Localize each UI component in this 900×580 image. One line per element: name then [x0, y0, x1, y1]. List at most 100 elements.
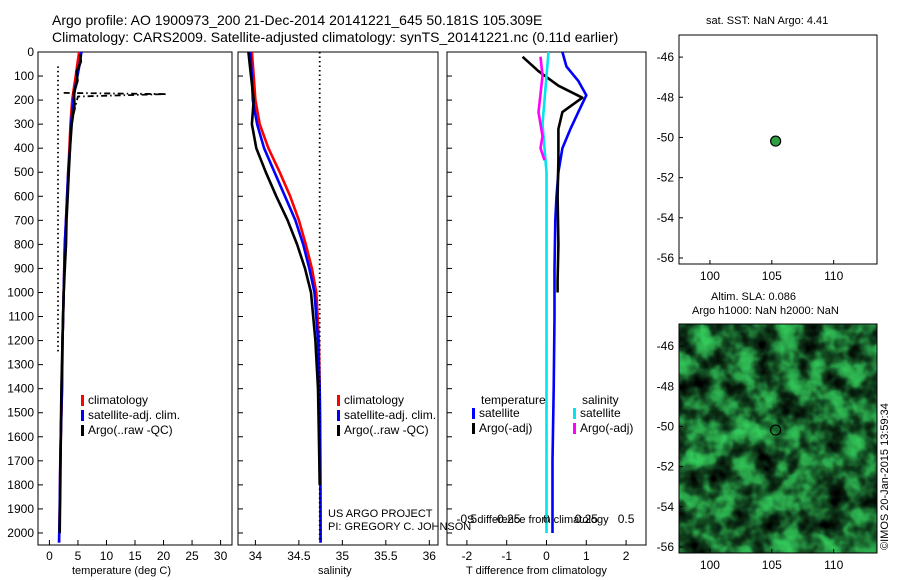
- altimetry-map-float-position: [770, 424, 782, 436]
- altimetry-title-1: Altim. SLA: 0.086: [711, 291, 796, 303]
- header-line-1: Argo profile: AO 1900973_200 21-Dec-2014…: [52, 12, 543, 28]
- difference-legend-item-swatch: [573, 408, 576, 419]
- salinity-profile-xtick-label: 35.5: [374, 549, 398, 563]
- temperature-profile-legend-item-swatch: [81, 410, 84, 421]
- difference-legend-item: Argo(-adj): [580, 421, 633, 435]
- difference-legend-item: Argo(-adj): [479, 421, 532, 435]
- location-map-xtick-label: 105: [762, 269, 782, 283]
- difference-legend-item-swatch: [472, 423, 475, 434]
- location-map-xtick-label: 110: [824, 269, 843, 283]
- location-map-ytick-label: -50: [657, 130, 675, 144]
- depth-tick-label: 1400: [7, 382, 34, 396]
- difference-profile-xtick-label: -1: [501, 549, 512, 563]
- altimetry-map-ytick-label: -52: [657, 460, 675, 474]
- salinity-profile-xtick-label: 34.5: [287, 549, 311, 563]
- location-map-ytick-label: -46: [657, 50, 675, 64]
- altimetry-map-ytick-label: -46: [657, 339, 675, 353]
- difference-profile-xtick-label: 0: [543, 549, 550, 563]
- salinity-profile-legend-item: climatology: [344, 393, 404, 407]
- location-map-ytick-label: -56: [657, 251, 675, 265]
- salinity-profile-legend-item-swatch: [337, 425, 340, 436]
- temperature-profile-legend-item-swatch: [81, 425, 84, 436]
- s-difference-tick-label: 0.5: [618, 512, 635, 526]
- temperature-profile-series-argo: [58, 54, 83, 534]
- altimetry-map-xtick-label: 110: [824, 558, 843, 572]
- salinity-profile-legend-item: Argo(..raw -QC): [344, 423, 429, 437]
- depth-tick-label: 800: [14, 237, 34, 251]
- temperature-profile-xtick-label: 20: [157, 549, 171, 563]
- salinity-profile-xtick-label: 36: [423, 549, 437, 563]
- altimetry-map-xtick-label: 105: [762, 558, 782, 572]
- depth-tick-label: 700: [14, 213, 34, 227]
- depth-tick-label: 1700: [7, 454, 34, 468]
- difference-profile-xtick-label: -2: [462, 549, 473, 563]
- difference-profile-xtick-label: 1: [583, 549, 590, 563]
- temperature-profile-xtick-label: 0: [46, 549, 53, 563]
- depth-tick-label: 1200: [7, 334, 34, 348]
- depth-tick-label: 1900: [7, 502, 34, 516]
- salinity-profile-series-argo: [247, 51, 321, 485]
- altimetry-map-xtick-label: 100: [700, 558, 720, 572]
- salinity-profile-legend-item-swatch: [337, 410, 340, 421]
- legend-header-salinity: salinity: [582, 393, 619, 407]
- temperature-profile-xtick-label: 25: [185, 549, 199, 563]
- temperature-profile-legend-item: Argo(..raw -QC): [88, 423, 173, 437]
- temperature-profile-xtick-label: 30: [214, 549, 228, 563]
- difference-legend-item-swatch: [472, 408, 475, 419]
- temperature-axes: [37, 51, 233, 546]
- temperature-xlabel: temperature (deg C): [72, 565, 172, 577]
- location-map-ytick-label: -48: [657, 90, 675, 104]
- difference-legend-item: satellite: [479, 406, 520, 420]
- altimetry-map-ytick-label: -48: [657, 379, 675, 393]
- depth-tick-label: 100: [14, 69, 34, 83]
- depth-tick-label: 900: [14, 261, 34, 275]
- altimetry-map-axes: [678, 323, 878, 554]
- salinity-profile-xtick-label: 34: [249, 549, 263, 563]
- depth-tick-label: 1600: [7, 430, 34, 444]
- altimetry-heatmap: [679, 324, 877, 553]
- temperature-profile-xtick-label: 5: [75, 549, 82, 563]
- difference-legend-item: satellite: [580, 406, 621, 420]
- altimetry-title-2: Argo h1000: NaN h2000: NaN: [692, 305, 839, 317]
- location-map-axes: [678, 34, 878, 265]
- temperature-profile-legend-item: satellite-adj. clim.: [88, 408, 180, 422]
- temperature-profile-xtick-label: 10: [100, 549, 114, 563]
- difference-profile-series-S-argo: [537, 56, 546, 161]
- depth-tick-label: 600: [14, 189, 34, 203]
- credit-project: US ARGO PROJECT: [328, 508, 433, 520]
- depth-tick-label: 1500: [7, 406, 34, 420]
- altimetry-map-ytick-label: -56: [657, 540, 675, 554]
- location-map-ytick-label: -54: [657, 211, 675, 225]
- location-map-float-position: [770, 135, 782, 147]
- depth-tick-label: 1800: [7, 478, 34, 492]
- depth-tick-label: 1300: [7, 358, 34, 372]
- imos-credit: ©IMOS 20-Jan-2015 13:59:34: [879, 403, 891, 550]
- temperature-profile-series-climatology: [57, 51, 81, 543]
- salinity-profile-legend-item: satellite-adj. clim.: [344, 408, 436, 422]
- salinity-axes: [237, 51, 439, 546]
- difference-profile-series-T-argo: [521, 55, 584, 293]
- location-map-xtick-label: 100: [700, 269, 720, 283]
- location-map-ytick-label: -52: [657, 171, 675, 185]
- depth-tick-label: 1100: [8, 310, 34, 324]
- s-difference-xlabel: S difference from climatology: [467, 514, 609, 526]
- depth-tick-label: 400: [14, 141, 34, 155]
- depth-tick-label: 200: [14, 93, 34, 107]
- altimetry-map-ytick-label: -50: [657, 419, 675, 433]
- altimetry-map-ytick-label: -54: [657, 500, 675, 514]
- legend-header-temperature: temperature: [481, 393, 546, 407]
- temperature-profile-legend-item-swatch: [81, 395, 84, 406]
- location-map-title: sat. SST: NaN Argo: 4.41: [706, 15, 829, 27]
- difference-profile-xtick-label: 2: [623, 549, 630, 563]
- depth-tick-label: 0: [27, 45, 34, 59]
- temperature-profile-xtick-label: 15: [128, 549, 142, 563]
- salinity-profile-xtick-label: 35: [336, 549, 350, 563]
- s-difference-tick-label: 0.25: [575, 512, 599, 526]
- salinity-xlabel: salinity: [318, 565, 352, 577]
- temperature-profile-series-argo-raw-spike: [63, 92, 168, 125]
- depth-tick-label: 500: [14, 165, 34, 179]
- salinity-profile-legend-item-swatch: [337, 395, 340, 406]
- difference-profile-series-S-satellite: [541, 51, 550, 533]
- difference-legend-item-swatch: [573, 423, 576, 434]
